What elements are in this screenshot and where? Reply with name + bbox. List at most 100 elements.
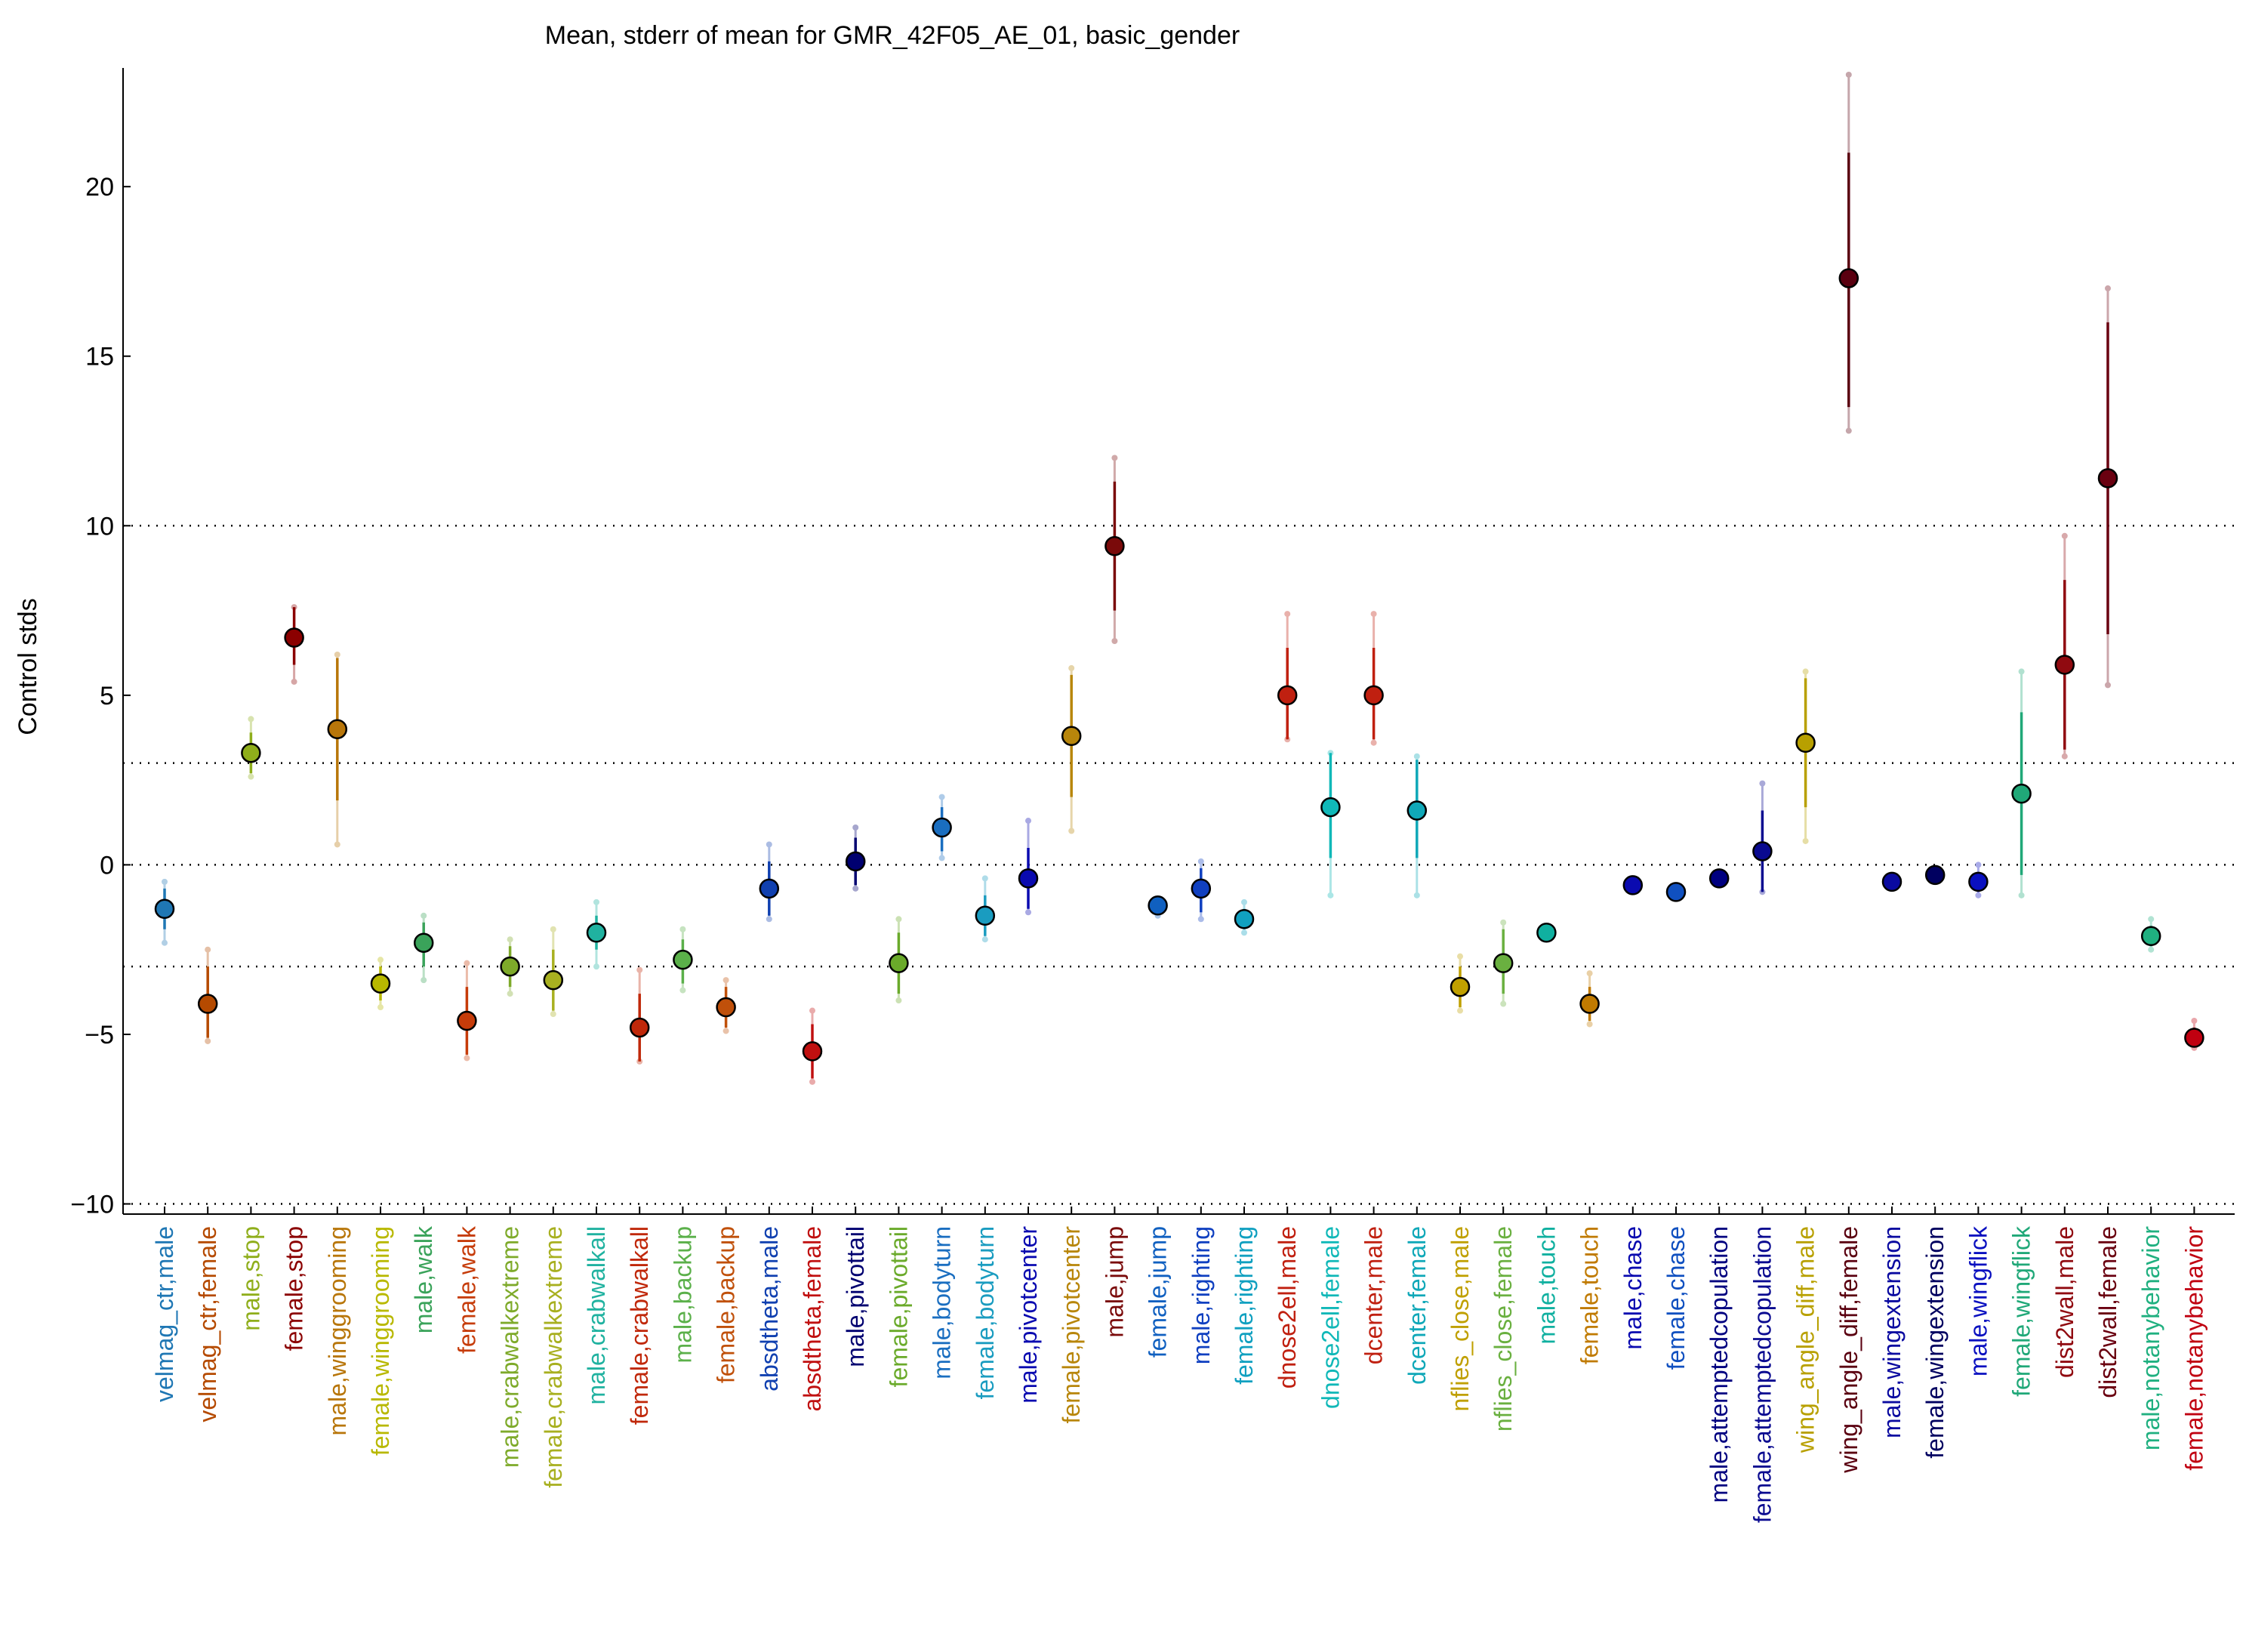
whisker-end-dot	[1586, 970, 1593, 977]
whisker-end-dot	[377, 957, 384, 963]
whisker-end-dot	[205, 946, 211, 953]
whisker-end-dot	[1284, 611, 1291, 618]
mean-point	[543, 969, 564, 991]
whisker-end-dot	[1025, 909, 1031, 916]
whisker-end-dot	[1845, 71, 1852, 78]
whisker-end-dot	[550, 926, 556, 932]
mean-point	[2184, 1028, 2204, 1048]
whisker-end-dot	[464, 1055, 470, 1062]
mean-point	[1493, 953, 1514, 973]
whisker-end-dot	[636, 966, 643, 973]
whisker-end-dot	[809, 1007, 815, 1014]
x-tick-label: female,jump	[1145, 1226, 1172, 1358]
whisker-end-dot	[1975, 892, 1982, 898]
mean-point	[629, 1017, 650, 1038]
x-tick-label: female,attemptedcopulation	[1748, 1226, 1776, 1523]
whisker-end-dot	[2061, 753, 2068, 760]
x-tick-label: dcenter,male	[1360, 1226, 1388, 1364]
whisker-end-dot	[1457, 953, 1463, 960]
whisker-end-dot	[809, 1078, 815, 1085]
whisker-end-dot	[1457, 1007, 1463, 1014]
mean-point	[327, 719, 348, 740]
whisker-end-dot	[593, 963, 599, 970]
mean-point	[197, 994, 218, 1014]
mean-point	[1450, 976, 1471, 997]
x-tick-label: male,walk	[410, 1225, 437, 1333]
whisker-end-dot	[291, 678, 297, 685]
mean-point	[500, 956, 520, 977]
mean-point	[2054, 655, 2075, 675]
x-tick-label: male,stop	[237, 1226, 264, 1331]
whisker-end-dot	[1197, 858, 1204, 865]
whisker-end-dot	[981, 936, 988, 943]
mean-point	[1234, 909, 1255, 929]
x-tick-label: dist2wall,female	[2094, 1226, 2121, 1398]
mean-point	[370, 973, 391, 994]
x-tick-label: female,crabwalkextreme	[540, 1226, 567, 1488]
x-tick-label: male,notanybehavior	[2137, 1226, 2164, 1450]
whisker-end-dot	[766, 841, 772, 848]
whisker-end-dot	[205, 1037, 211, 1044]
whisker-end-dot	[1025, 818, 1031, 824]
mean-point	[1320, 797, 1341, 818]
mean-point	[1018, 868, 1039, 889]
x-tick-label: nflies_close,female	[1490, 1226, 1517, 1432]
whisker-end-dot	[377, 1004, 384, 1011]
whisker-end-dot	[248, 773, 254, 780]
mean-point	[1622, 875, 1644, 895]
mean-point	[1752, 841, 1773, 861]
whisker-end-dot	[334, 841, 340, 848]
y-tick-label: −5	[85, 1021, 114, 1049]
whisker-end-dot	[766, 916, 772, 923]
x-tick-label: male,wingflick	[1964, 1225, 1992, 1376]
x-tick-label: female,backup	[713, 1226, 740, 1383]
x-tick-label: female,pivotcenter	[1058, 1226, 1085, 1424]
mean-point	[1406, 800, 1428, 821]
whisker-end-dot	[421, 977, 427, 984]
whisker-end-dot	[722, 1028, 729, 1034]
x-tick-label: female,pivottail	[885, 1226, 912, 1387]
mean-point	[975, 905, 996, 926]
x-tick-label: female,touch	[1576, 1226, 1604, 1364]
x-tick-label: female,notanybehavior	[2180, 1226, 2207, 1471]
mean-point	[1795, 732, 1816, 753]
x-tick-label: wing_angle_diff,male	[1792, 1226, 1819, 1453]
mean-point	[1838, 268, 1859, 288]
y-tick-label: 10	[85, 512, 114, 541]
whisker-end-dot	[1111, 638, 1118, 644]
x-tick-label: male,jump	[1101, 1226, 1128, 1338]
mean-point	[716, 997, 736, 1018]
x-tick-label: female,righting	[1231, 1226, 1258, 1385]
whisker-end-dot	[2061, 532, 2068, 539]
mean-point	[154, 898, 175, 920]
x-tick-label: male,chase	[1619, 1226, 1647, 1350]
x-tick-label: velmag_ctr,female	[194, 1226, 221, 1422]
x-tick-label: male,pivotcenter	[1015, 1226, 1042, 1404]
y-tick-label: −10	[70, 1191, 114, 1219]
whisker-end-dot	[2018, 668, 2025, 675]
whisker-end-dot	[938, 794, 945, 800]
whisker-end-dot	[1586, 1021, 1593, 1028]
mean-point	[1105, 535, 1125, 556]
mean-point	[1881, 871, 1902, 892]
mean-point	[284, 627, 304, 648]
whisker-end-dot	[1500, 1000, 1507, 1007]
mean-point	[759, 878, 780, 899]
y-tick-label: 5	[100, 682, 114, 710]
x-tick-label: dnose2ell,female	[1317, 1226, 1344, 1409]
x-tick-label: absdtheta,male	[756, 1226, 783, 1392]
whisker-end-dot	[1241, 898, 1247, 905]
whisker-end-dot	[679, 987, 686, 994]
whisker-end-dot	[1975, 861, 1982, 868]
whisker-end-dot	[2105, 682, 2111, 689]
x-tick-label: male,winggrooming	[324, 1226, 351, 1435]
whisker-end-dot	[2191, 1018, 2198, 1025]
whisker-end-dot	[2018, 892, 2025, 898]
x-tick-label: male,crabwalkall	[583, 1226, 610, 1405]
x-tick-label: female,walk	[453, 1225, 480, 1354]
x-tick-label: male,pivottail	[842, 1226, 869, 1367]
plot-area: −10 −5 0 5 10 15 20 velmag_ctr,male velmag_ctr,f…	[70, 71, 2235, 1523]
whisker-end-dot	[464, 960, 470, 966]
mean-point	[673, 949, 693, 970]
mean-point	[586, 922, 607, 943]
